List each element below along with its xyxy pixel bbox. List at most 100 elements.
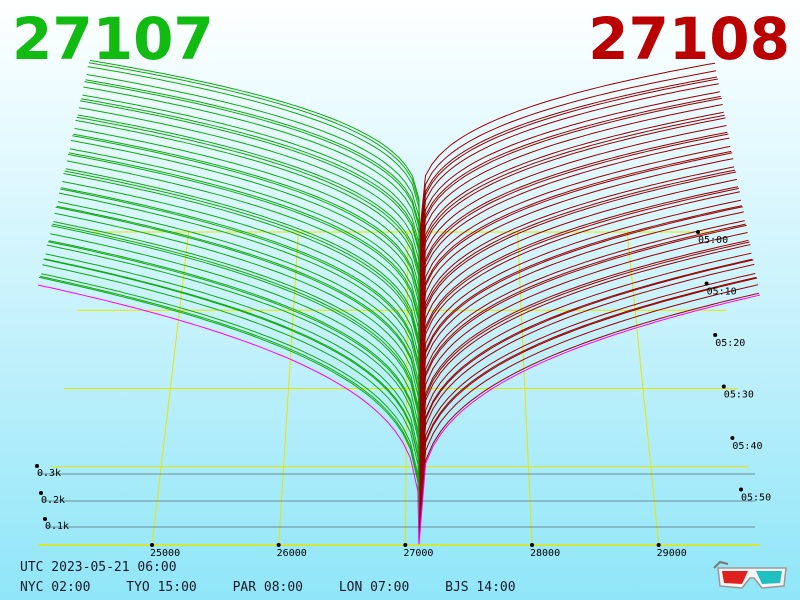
ask-depth-line — [419, 137, 730, 332]
bid-depth-line — [53, 221, 420, 452]
timezone-row: NYC 02:00 TYO 15:00 PAR 08:00 LON 07:00 … — [20, 580, 544, 595]
ask-depth-line — [419, 169, 736, 372]
ask-depth-line — [418, 206, 743, 426]
depth-tick-mark — [39, 491, 43, 495]
ask-depth-line — [418, 224, 747, 452]
bid-depth-line — [74, 127, 420, 326]
ask-depth-line — [418, 294, 761, 546]
bid-depth-line — [47, 241, 420, 486]
bid-depth-line — [87, 66, 421, 246]
bid-depth-line — [58, 192, 420, 419]
ask-depth-line — [418, 277, 758, 526]
bid-depth-line — [78, 107, 420, 299]
ask-depth-line — [418, 205, 742, 419]
ask-depth-line — [419, 133, 729, 326]
ask-depth-line — [419, 62, 716, 233]
bid-depth-line — [65, 168, 420, 379]
bid-depth-line — [42, 264, 420, 519]
bid-depth-line — [86, 74, 421, 253]
bid-depth-line — [76, 116, 420, 312]
depth-snapshots — [37, 59, 761, 546]
time-tick-mark — [739, 487, 743, 492]
3d-glasses-icon[interactable] — [712, 558, 792, 592]
bid-depth-line — [75, 119, 420, 319]
ask-depth-line — [418, 241, 750, 472]
ask-depth-line — [419, 125, 727, 312]
bid-depth-line — [40, 275, 420, 532]
bid-depth-line — [48, 240, 420, 479]
depth-tick-mark — [35, 464, 39, 468]
bid-depth-line — [72, 135, 420, 339]
bid-price: 27107 — [12, 5, 214, 73]
ask-depth-line — [418, 191, 741, 406]
bid-depth-line — [54, 212, 420, 446]
bid-depth-line — [63, 173, 420, 392]
x-tick-mark — [150, 543, 154, 547]
bid-depth-line — [62, 181, 420, 399]
ask-depth-line — [418, 232, 748, 459]
ask-depth-line — [419, 131, 728, 319]
time-tick-label: 05:20 — [715, 338, 745, 349]
bid-depth-line — [60, 188, 420, 412]
ask-depth-line — [418, 223, 746, 446]
bid-depth-line — [71, 140, 420, 346]
time-tick-mark — [713, 333, 718, 337]
bid-depth-line — [45, 253, 420, 499]
bid-depth-line — [41, 273, 420, 526]
ask-depth-line — [418, 252, 752, 486]
bid-depth-line — [61, 187, 420, 406]
time-tick-mark — [721, 384, 726, 389]
grid-line — [278, 231, 299, 546]
ask-depth-line — [419, 91, 720, 266]
bid-depth-line — [82, 94, 421, 279]
bid-depth-line — [81, 98, 421, 286]
x-tick-label: 27000 — [403, 548, 433, 559]
bid-depth-line — [88, 62, 421, 239]
time-tick-label: 05:30 — [724, 390, 754, 401]
bid-depth-line — [43, 258, 420, 512]
bid-depth-line — [51, 225, 420, 466]
bid-depth-line — [52, 223, 420, 459]
tz-lon: LON 07:00 — [338, 580, 410, 595]
ask-depth-line — [419, 166, 735, 366]
bid-depth-line — [56, 205, 420, 432]
grid-line — [517, 231, 533, 546]
chart-grid — [38, 231, 760, 546]
ask-depth-line — [418, 187, 740, 399]
bid-depth-line — [70, 148, 420, 352]
bid-depth-line — [77, 114, 420, 306]
bid-depth-line — [66, 160, 420, 372]
ask-depth-line — [419, 152, 733, 352]
ask-depth-line — [419, 78, 718, 253]
ask-depth-line — [418, 178, 738, 386]
x-tick-label: 28000 — [530, 548, 560, 559]
bid-depth-line — [84, 81, 421, 266]
ask-price: 27108 — [588, 5, 790, 73]
ask-depth-line — [419, 150, 732, 346]
bid-depth-line — [46, 244, 420, 492]
bid-depth-line — [64, 170, 420, 386]
ask-depth-line — [418, 258, 753, 492]
ask-depth-line — [419, 95, 721, 273]
utc-time: UTC 2023-05-21 06:00 — [20, 560, 177, 575]
depth-tick-label: 0.1k — [45, 521, 69, 532]
ask-depth-line — [419, 111, 724, 292]
ask-depth-line — [419, 104, 723, 286]
tz-par: PAR 08:00 — [232, 580, 304, 595]
ask-depth-line — [418, 259, 754, 499]
ask-depth-line — [418, 244, 751, 479]
bid-depth-line — [79, 100, 421, 292]
x-tick-mark — [530, 543, 534, 547]
depth-tick-mark — [43, 517, 47, 521]
ask-depth-line — [418, 186, 739, 392]
ask-depth-line — [418, 171, 737, 379]
ask-depth-line — [419, 83, 719, 259]
tz-nyc: NYC 02:00 — [20, 580, 91, 595]
ask-depth-line — [418, 276, 757, 519]
depth-tick-label: 0.3k — [37, 468, 61, 479]
bid-depth-line — [37, 284, 420, 546]
time-tick-label: 05:10 — [707, 287, 737, 298]
time-tick-mark — [704, 281, 709, 286]
ask-depth-line — [418, 220, 745, 439]
